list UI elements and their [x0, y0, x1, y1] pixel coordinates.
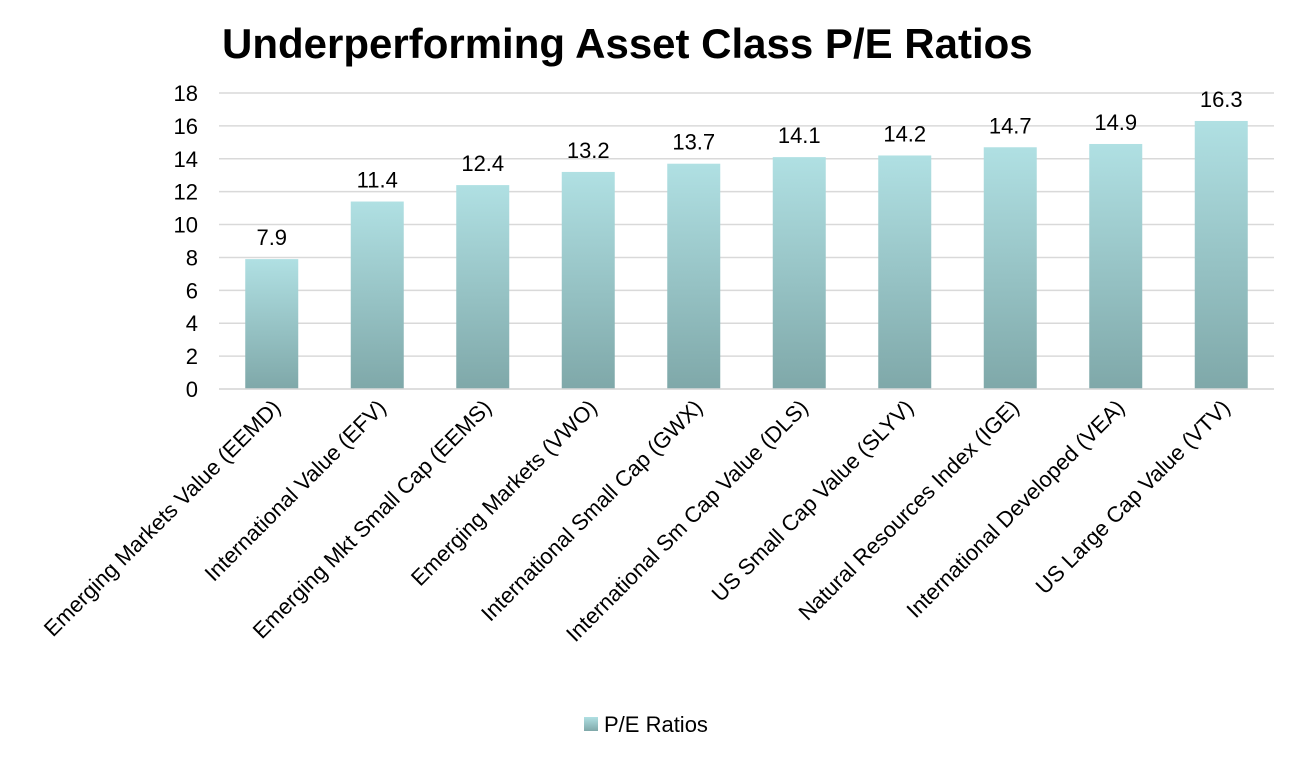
bar	[878, 155, 932, 389]
y-tick-label: 6	[186, 278, 198, 303]
data-labels: 7.9 11.4 12.4 13.2 13.7 14.1 14.2 14.7 14.9 16.3	[256, 87, 1242, 250]
chart-title: Underperforming Asset Class P/E Ratios	[222, 20, 1033, 67]
data-label: 14.9	[1094, 110, 1137, 135]
data-label: 14.2	[883, 121, 926, 146]
bar	[1089, 143, 1143, 389]
bar	[561, 171, 615, 389]
y-axis: 0 2 4 6 8 10 12 14 16 18	[174, 81, 198, 402]
bar	[350, 201, 404, 389]
bar	[456, 185, 510, 389]
x-tick-label: Emerging Markets Value (EEMD)	[39, 395, 285, 641]
y-tick-label: 14	[174, 147, 198, 172]
x-tick-label: International Developed (VEA)	[901, 395, 1129, 623]
data-label: 14.7	[989, 113, 1032, 138]
bar	[772, 157, 826, 389]
data-label: 7.9	[256, 225, 287, 250]
legend-swatch	[584, 717, 598, 731]
y-tick-label: 18	[174, 81, 198, 106]
y-tick-label: 16	[174, 114, 198, 139]
legend: P/E Ratios	[584, 712, 708, 737]
x-tick-label: US Small Cap Value (SLYV)	[707, 395, 919, 607]
data-label: 16.3	[1200, 87, 1243, 112]
data-label: 14.1	[778, 123, 821, 148]
x-tick-label: Emerging Markets (VWO)	[406, 395, 602, 591]
x-tick-label: Natural Resources Index (IGE)	[793, 395, 1023, 625]
x-tick-label: International Value (EFV)	[200, 395, 391, 586]
bar	[1194, 120, 1248, 389]
bar	[667, 163, 721, 389]
y-tick-label: 10	[174, 213, 198, 238]
y-tick-label: 4	[186, 311, 198, 336]
x-tick-label: International Small Cap (GWX)	[476, 395, 707, 626]
x-axis: Emerging Markets Value (EEMD)Internation…	[39, 388, 1274, 647]
bar	[245, 259, 299, 389]
x-tick-label: US Large Cap Value (VTV)	[1031, 395, 1235, 599]
y-tick-label: 2	[186, 344, 198, 369]
y-tick-label: 12	[174, 180, 198, 205]
bar	[983, 147, 1037, 389]
data-label: 12.4	[461, 151, 504, 176]
y-tick-label: 8	[186, 245, 198, 270]
legend-label: P/E Ratios	[604, 712, 708, 737]
y-tick-label: 0	[186, 377, 198, 402]
data-label: 11.4	[357, 168, 398, 193]
data-label: 13.2	[567, 138, 610, 163]
bars	[245, 120, 1248, 389]
data-label: 13.7	[672, 130, 715, 155]
